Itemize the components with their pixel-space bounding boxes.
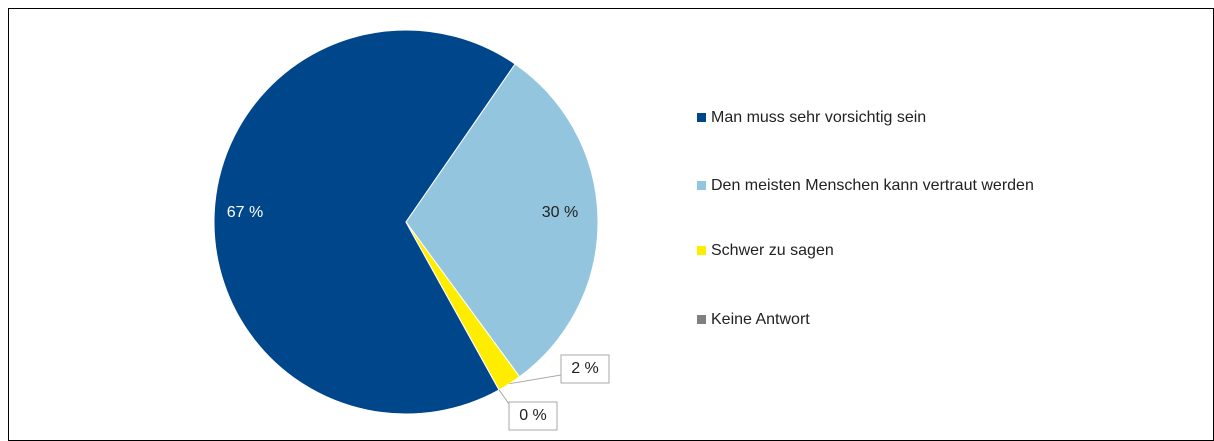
legend-label: Den meisten Menschen kann vertraut werde…	[711, 177, 1034, 194]
legend-swatch	[697, 113, 706, 122]
legend-swatch	[697, 246, 706, 255]
data-label: 30 %	[542, 204, 578, 221]
data-label: 67 %	[227, 204, 263, 221]
legend-label: Man muss sehr vorsichtig sein	[711, 109, 926, 126]
label-box	[508, 401, 558, 431]
leader-line	[498, 389, 510, 405]
label-box	[560, 354, 610, 384]
data-label: 2 %	[571, 360, 599, 377]
legend-label: Schwer zu sagen	[711, 242, 834, 259]
leader-line	[509, 374, 562, 385]
pie-slice	[405, 63, 599, 378]
pie-slice	[213, 29, 516, 415]
legend-swatch	[697, 315, 706, 324]
data-label: 0 %	[519, 407, 547, 424]
legend-swatch	[697, 181, 706, 190]
legend-label: Keine Antwort	[711, 311, 810, 328]
frame	[8, 8, 1214, 441]
pie-slice	[405, 221, 500, 391]
